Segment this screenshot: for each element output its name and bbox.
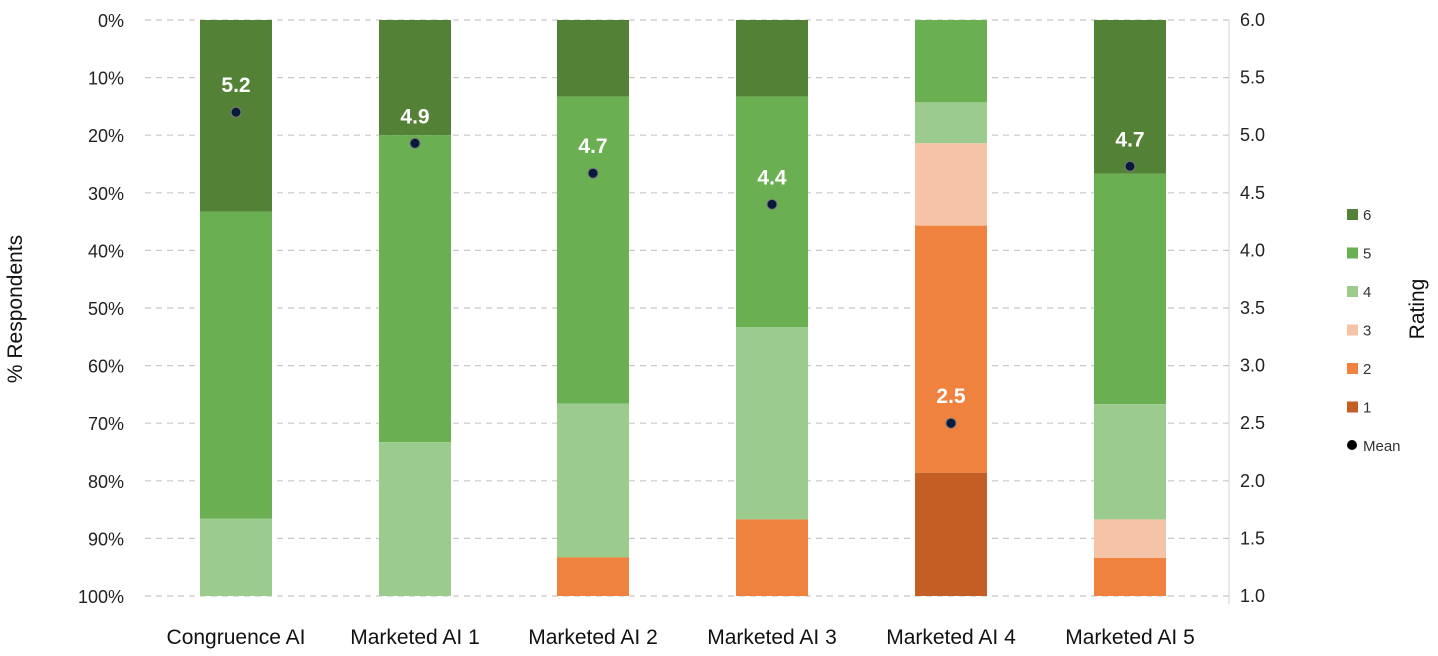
right-tick-label: 3.0 bbox=[1240, 356, 1265, 376]
mean-point bbox=[409, 137, 421, 149]
bar-segment-rating-5 bbox=[1094, 173, 1166, 405]
left-tick-label: 100% bbox=[78, 587, 124, 607]
bar-segment-rating-5 bbox=[200, 211, 272, 519]
mean-value-label: 2.5 bbox=[936, 385, 966, 408]
left-tick-label: 90% bbox=[88, 529, 124, 549]
legend-swatch-4 bbox=[1347, 286, 1358, 297]
mean-point bbox=[587, 167, 599, 179]
legend-label: 4 bbox=[1363, 284, 1371, 301]
bar-segment-rating-4 bbox=[1094, 404, 1166, 520]
legend: 6 5 4 3 2 1 Mean bbox=[1347, 207, 1401, 455]
right-tick-label: 4.0 bbox=[1240, 240, 1265, 260]
mean-point bbox=[230, 106, 242, 118]
left-tick-label: 0% bbox=[98, 11, 124, 31]
bar-segment-rating-2 bbox=[1094, 557, 1166, 596]
category-label: Marketed AI 4 bbox=[886, 626, 1016, 649]
left-tick-label: 70% bbox=[88, 414, 124, 434]
left-axis-title: % Respondents bbox=[4, 235, 27, 383]
mean-value-label: 4.4 bbox=[757, 166, 787, 189]
right-tick-label: 2.5 bbox=[1240, 413, 1265, 433]
bar-segment-rating-4 bbox=[736, 327, 808, 520]
right-tick-label: 1.0 bbox=[1240, 586, 1265, 606]
bar-segment-rating-4 bbox=[200, 518, 272, 596]
bar-segment-rating-6 bbox=[557, 20, 629, 97]
bar-segment-rating-3 bbox=[1094, 519, 1166, 558]
bar-segment-rating-6 bbox=[736, 20, 808, 97]
legend-label: 3 bbox=[1363, 323, 1371, 340]
bar-segment-rating-1 bbox=[915, 472, 987, 596]
legend-label: 1 bbox=[1363, 400, 1371, 417]
bar-segment-rating-2 bbox=[736, 519, 808, 596]
bar-segment-rating-4 bbox=[915, 102, 987, 144]
legend-swatch-1 bbox=[1347, 401, 1358, 413]
bar-segment-rating-5 bbox=[557, 96, 629, 404]
right-tick-label: 1.5 bbox=[1240, 528, 1265, 548]
mean-markers: 5.2 4.9 4.7 4.4 2.5 4.7 bbox=[221, 74, 1145, 429]
legend-swatch-3 bbox=[1347, 324, 1358, 336]
grid-lines bbox=[145, 19, 1229, 597]
legend-label: 6 bbox=[1363, 207, 1371, 224]
bar-segment-rating-3 bbox=[915, 143, 987, 226]
right-axis-title: Rating bbox=[1406, 279, 1429, 340]
bar-segment-rating-6 bbox=[1094, 20, 1166, 174]
bar-segment-rating-4 bbox=[557, 403, 629, 558]
mean-value-label: 4.7 bbox=[578, 135, 607, 158]
category-label: Congruence AI bbox=[167, 626, 306, 649]
left-tick-label: 40% bbox=[88, 241, 124, 261]
left-tick-label: 80% bbox=[88, 472, 124, 492]
bar-segment-rating-2 bbox=[557, 557, 629, 596]
mean-value-label: 4.9 bbox=[400, 105, 429, 128]
mean-value-label: 5.2 bbox=[221, 74, 250, 97]
left-tick-label: 10% bbox=[88, 69, 124, 89]
right-axis-ticks: 6.0 5.5 5.0 4.5 4.0 3.5 3.0 2.5 2.0 1.5 1.0 bbox=[1240, 10, 1265, 606]
legend-label: Mean bbox=[1363, 438, 1401, 455]
right-tick-label: 6.0 bbox=[1240, 10, 1265, 30]
category-label: Marketed AI 2 bbox=[528, 626, 658, 649]
legend-swatch-5 bbox=[1347, 247, 1358, 259]
legend-swatch-6 bbox=[1347, 209, 1358, 220]
bar-segment-rating-5 bbox=[379, 135, 451, 443]
category-labels: Congruence AI Marketed AI 1 Marketed AI 2 M… bbox=[167, 626, 1195, 649]
right-tick-label: 4.5 bbox=[1240, 183, 1265, 203]
legend-swatch-2 bbox=[1347, 363, 1358, 374]
category-label: Marketed AI 5 bbox=[1065, 626, 1195, 649]
legend-label: 5 bbox=[1363, 246, 1371, 263]
left-tick-label: 30% bbox=[88, 184, 124, 204]
bar-segment-rating-6 bbox=[379, 20, 451, 136]
right-tick-label: 2.0 bbox=[1240, 471, 1265, 491]
left-tick-label: 50% bbox=[88, 299, 124, 319]
right-tick-label: 5.0 bbox=[1240, 125, 1265, 145]
right-tick-label: 3.5 bbox=[1240, 298, 1265, 318]
category-label: Marketed AI 1 bbox=[350, 626, 480, 649]
mean-point bbox=[1124, 160, 1136, 172]
mean-point bbox=[766, 198, 778, 210]
right-tick-label: 5.5 bbox=[1240, 68, 1265, 88]
legend-swatch-mean bbox=[1347, 440, 1357, 450]
legend-label: 2 bbox=[1363, 361, 1371, 378]
left-axis-ticks: 0% 10% 20% 30% 40% 50% 60% 70% 80% 90% 100% bbox=[78, 11, 124, 607]
category-label: Marketed AI 3 bbox=[707, 626, 837, 649]
mean-value-label: 4.7 bbox=[1115, 128, 1144, 151]
bar-segment-rating-4 bbox=[379, 442, 451, 596]
mean-point bbox=[945, 417, 957, 429]
bar-segment-rating-5 bbox=[915, 20, 987, 103]
left-tick-label: 20% bbox=[88, 126, 124, 146]
left-tick-label: 60% bbox=[88, 357, 124, 377]
bar-segment-rating-5 bbox=[736, 96, 808, 328]
bar-segment-rating-2 bbox=[915, 225, 987, 473]
